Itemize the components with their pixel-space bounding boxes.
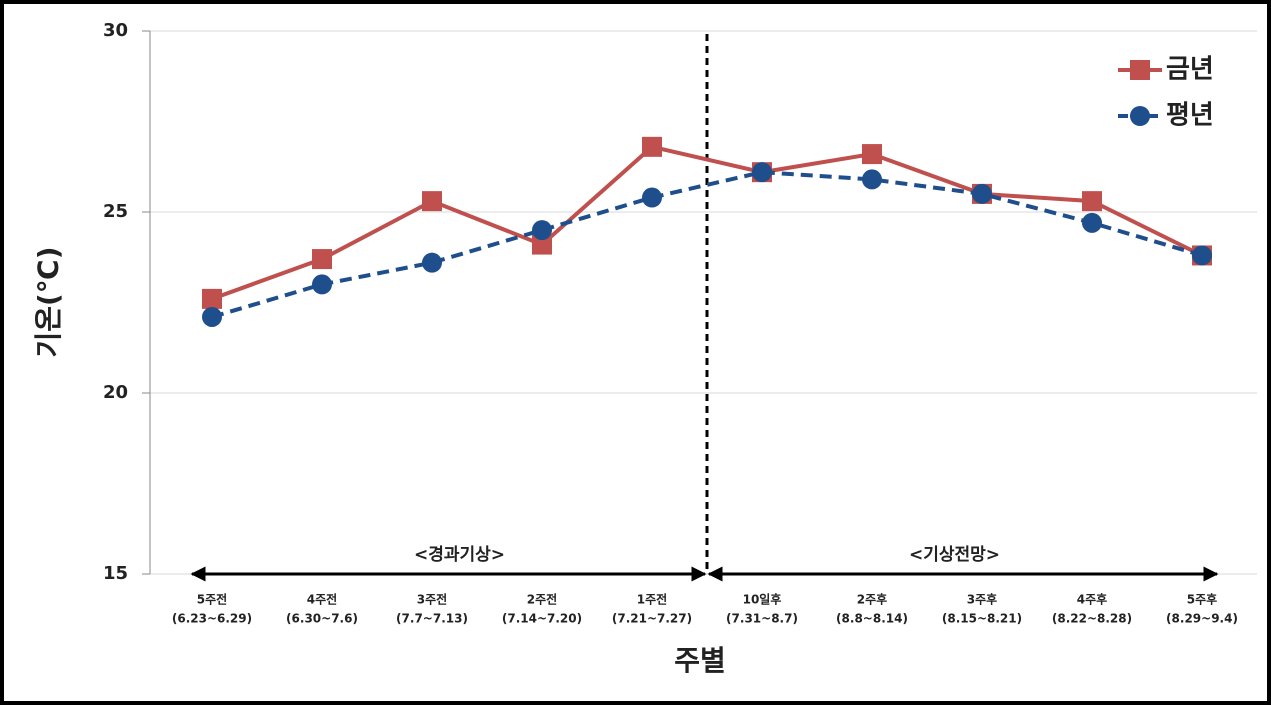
y-tick-label: 15: [103, 563, 128, 584]
point: [202, 288, 222, 309]
x-tick-label: 3주후: [967, 592, 997, 607]
point: [752, 162, 772, 183]
x-tick-period: (7.21~7.27): [612, 612, 692, 626]
point: [532, 220, 552, 241]
x-tick-period: (8.22~8.28): [1052, 612, 1132, 626]
annotation: <경과기상>: [414, 545, 505, 565]
point: [862, 169, 882, 190]
y-axis-label: 기온(℃): [32, 246, 65, 357]
point: [422, 252, 442, 273]
x-tick-label: 5주후: [1187, 592, 1217, 607]
series-line: [211, 170, 1203, 319]
series-line: [211, 144, 1203, 301]
x-tick-period: (6.30~7.6): [286, 612, 358, 626]
x-tick-label: 10일후: [743, 592, 782, 607]
point: [422, 191, 442, 212]
point: [1192, 245, 1212, 266]
x-tick-label: 4주후: [1077, 592, 1107, 607]
point: [312, 274, 332, 295]
x-axis-label: 주별: [674, 644, 726, 677]
y-tick-label: 25: [103, 201, 128, 222]
x-tick-period: (8.29~9.4): [1166, 612, 1238, 626]
x-tick-label: 3주전: [417, 592, 447, 607]
legend-label: 평년: [1166, 101, 1214, 131]
x-tick-label: 1주전: [637, 592, 667, 607]
point: [972, 183, 992, 204]
x-tick-period: (7.31~8.7): [726, 612, 798, 626]
y-tick-label: 20: [103, 382, 128, 403]
legend-marker: [1130, 106, 1150, 126]
point: [642, 187, 662, 208]
y-tick-label: 30: [103, 20, 128, 41]
point: [1082, 212, 1102, 233]
point: [202, 306, 222, 327]
annotation: <기상전망>: [909, 545, 1000, 565]
point: [532, 234, 552, 255]
x-tick-label: 2주후: [857, 592, 887, 607]
point: [642, 136, 662, 157]
point: [312, 249, 332, 270]
x-tick-label: 4주전: [307, 592, 337, 607]
legend-marker: [1130, 60, 1150, 80]
x-tick-label: 2주전: [527, 592, 557, 607]
x-tick-period: (7.7~7.13): [396, 612, 468, 626]
legend-label: 금년: [1166, 55, 1214, 85]
x-tick-period: (8.15~8.21): [942, 612, 1022, 626]
x-tick-label: 5주전: [197, 592, 227, 607]
x-tick-period: (8.8~8.14): [836, 612, 908, 626]
x-tick-period: (7.14~7.20): [502, 612, 582, 626]
point: [1082, 191, 1102, 212]
x-tick-period: (6.23~6.29): [172, 612, 252, 626]
point: [862, 144, 882, 165]
